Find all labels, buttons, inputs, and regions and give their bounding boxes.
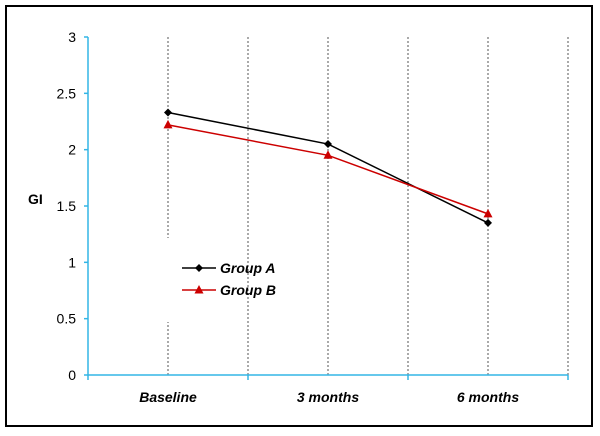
- y-tick-label-6: 3: [68, 29, 76, 45]
- y-tick-label-1: 0.5: [57, 311, 77, 327]
- y-tick-label-4: 2: [68, 142, 76, 158]
- y-tick-label-2: 1: [68, 254, 76, 270]
- x-tick-labels: Baseline 3 months 6 months: [139, 389, 519, 405]
- y-tick-labels: 0 0.5 1 1.5 2 2.5 3: [57, 29, 77, 383]
- chart-frame: [5, 5, 593, 427]
- series-1: [163, 119, 493, 218]
- y-tick-label-5: 2.5: [57, 85, 77, 101]
- legend-marker-0: [195, 264, 203, 272]
- legend-label-0: Group A: [220, 260, 275, 276]
- data-point-1-2: [483, 208, 493, 218]
- legend-label-1: Group B: [220, 282, 276, 298]
- data-point-0-2: [484, 218, 492, 227]
- series-group: [163, 108, 493, 227]
- legend-background: [150, 238, 246, 322]
- legend-marker-1: [194, 285, 204, 294]
- data-point-1-1: [323, 150, 333, 159]
- series-0: [164, 108, 492, 227]
- y-axis-label: GI: [28, 191, 43, 207]
- y-tick-label-3: 1.5: [57, 198, 77, 214]
- data-point-0-0: [164, 108, 172, 117]
- x-tick-label-0: Baseline: [139, 389, 197, 405]
- x-tick-label-1: 3 months: [297, 389, 359, 405]
- y-tick-label-0: 0: [68, 367, 76, 383]
- data-point-0-1: [324, 140, 332, 149]
- x-tick-label-2: 6 months: [457, 389, 519, 405]
- data-point-1-0: [163, 119, 173, 129]
- axes: [84, 36, 569, 380]
- legend: Group A Group B: [150, 238, 276, 322]
